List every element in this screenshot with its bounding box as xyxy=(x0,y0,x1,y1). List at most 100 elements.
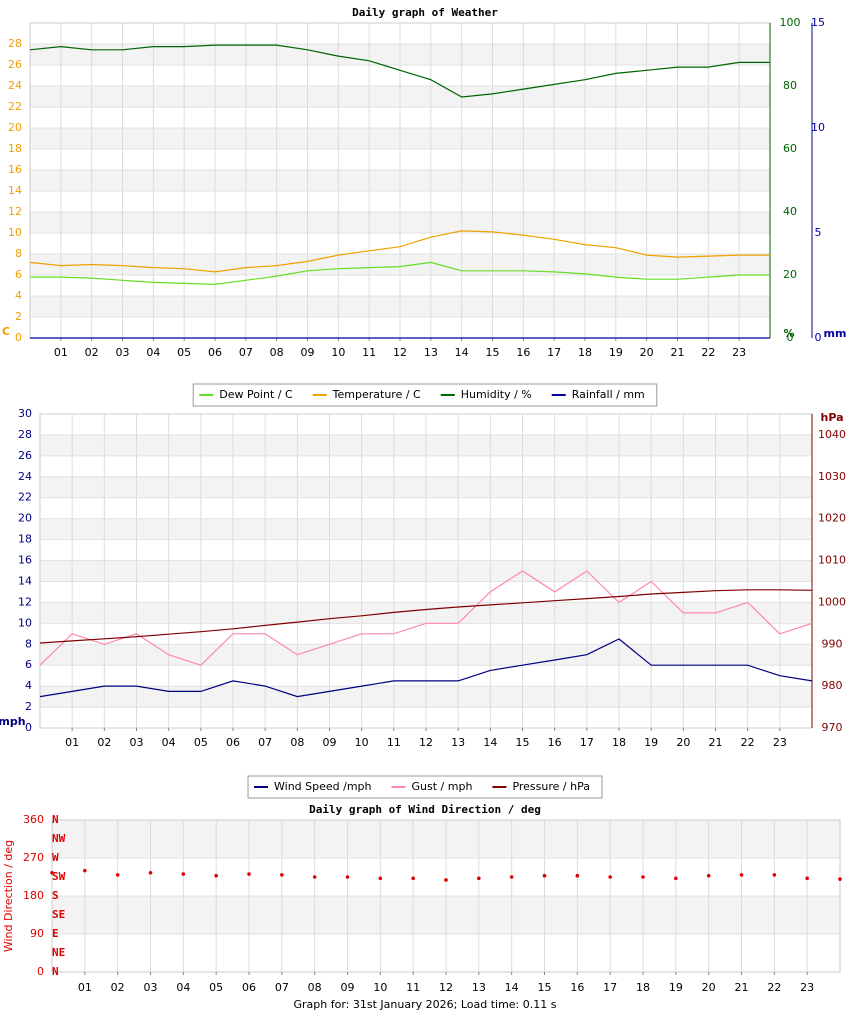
compass-label: E xyxy=(52,927,59,940)
point xyxy=(608,875,612,879)
legend-label: Temperature / C xyxy=(332,388,421,401)
legend-label: Pressure / hPa xyxy=(512,780,590,793)
point xyxy=(706,873,711,878)
x-tick-label: 10 xyxy=(355,736,369,749)
y-tick-label: 14 xyxy=(18,574,32,587)
x-tick-label: 01 xyxy=(54,346,68,359)
x-tick-label: 20 xyxy=(676,736,690,749)
x-tick-label: 11 xyxy=(406,981,420,994)
y3-unit: mm xyxy=(824,327,847,340)
x-tick-label: 02 xyxy=(85,346,99,359)
point xyxy=(739,873,744,877)
y-tick-label: 4 xyxy=(25,679,32,692)
point xyxy=(181,872,186,876)
point xyxy=(214,873,218,878)
x-tick-label: 14 xyxy=(483,736,497,749)
y3-tick-label: 10 xyxy=(811,121,825,134)
x-tick-label: 13 xyxy=(424,346,438,359)
x-tick-label: 18 xyxy=(578,346,592,359)
legend-box xyxy=(192,383,658,407)
x-tick-label: 01 xyxy=(78,981,92,994)
y-tick-label: 20 xyxy=(8,121,22,134)
y2-tick-label: 0 xyxy=(787,331,794,344)
chart-title: Daily graph of Weather xyxy=(352,6,498,19)
x-tick-label: 21 xyxy=(735,981,749,994)
x-tick-label: 02 xyxy=(111,981,125,994)
y-tick-label: 0 xyxy=(37,965,44,978)
x-tick-label: 07 xyxy=(275,981,289,994)
x-tick-label: 20 xyxy=(640,346,654,359)
legend-label: Gust / mph xyxy=(412,780,473,793)
x-tick-label: 17 xyxy=(580,736,594,749)
y-tick-label: 24 xyxy=(8,79,22,92)
series-line xyxy=(30,261,770,286)
y-tick-label: 10 xyxy=(8,226,22,239)
y2-tick-label: 40 xyxy=(783,205,797,218)
x-tick-label: 03 xyxy=(144,981,158,994)
y-axis-label: Wind Direction / deg xyxy=(2,840,15,952)
footer: Graph for: 31st January 2026; Load time:… xyxy=(294,998,557,1011)
y-tick-label: 270 xyxy=(23,851,44,864)
y-tick-label: 180 xyxy=(23,889,44,902)
y-tick-label: 28 xyxy=(18,428,32,441)
x-tick-label: 08 xyxy=(270,346,284,359)
x-tick-label: 23 xyxy=(800,981,814,994)
y-tick-label: 4 xyxy=(15,289,22,302)
x-tick-label: 22 xyxy=(767,981,781,994)
compass-label: W xyxy=(52,851,59,864)
y-tick-label: 0 xyxy=(25,721,32,734)
x-tick-label: 10 xyxy=(331,346,345,359)
x-tick-label: 04 xyxy=(146,346,160,359)
y-tick-label: 26 xyxy=(8,58,22,71)
y-tick-label: 16 xyxy=(18,554,32,567)
legend-box xyxy=(247,775,603,799)
series-line xyxy=(29,44,770,98)
x-tick-label: 08 xyxy=(290,736,304,749)
y-tick-label: 16 xyxy=(8,163,22,176)
x-tick-label: 03 xyxy=(116,346,130,359)
y-tick-label: 22 xyxy=(18,491,32,504)
point xyxy=(345,875,350,879)
point xyxy=(575,873,580,878)
x-tick-label: 01 xyxy=(65,736,79,749)
y-tick-label: 28 xyxy=(8,37,22,50)
x-tick-label: 06 xyxy=(208,346,222,359)
x-tick-label: 05 xyxy=(177,346,191,359)
y2-tick-label: 1020 xyxy=(818,512,846,525)
y2-tick-label: 990 xyxy=(822,637,843,650)
x-tick-label: 02 xyxy=(97,736,111,749)
point xyxy=(838,877,842,881)
x-tick-label: 23 xyxy=(732,346,746,359)
x-tick-label: 15 xyxy=(538,981,552,994)
x-tick-label: 17 xyxy=(603,981,617,994)
x-tick-label: 05 xyxy=(194,736,208,749)
y-tick-label: 18 xyxy=(18,533,32,546)
x-tick-label: 23 xyxy=(773,736,787,749)
x-tick-label: 06 xyxy=(226,736,240,749)
y-tick-label: 12 xyxy=(8,205,22,218)
compass-label: S xyxy=(52,889,59,902)
chart-title: Daily graph of Wind Direction / deg xyxy=(309,803,541,816)
x-tick-label: 14 xyxy=(505,981,519,994)
x-tick-label: 03 xyxy=(130,736,144,749)
point xyxy=(641,875,645,879)
y2-tick-label: 980 xyxy=(822,679,843,692)
y2-tick-label: 20 xyxy=(783,268,797,281)
y2-tick-label: 1030 xyxy=(818,470,846,483)
point xyxy=(378,876,383,881)
y-tick-label: 8 xyxy=(25,637,32,650)
series-line xyxy=(39,638,813,698)
compass-label: SE xyxy=(52,908,65,921)
y2-tick-label: 80 xyxy=(783,79,797,92)
x-tick-label: 11 xyxy=(362,346,376,359)
point xyxy=(477,876,481,881)
point xyxy=(411,876,415,881)
x-tick-label: 22 xyxy=(701,346,715,359)
compass-label: SW xyxy=(52,870,66,883)
y-tick-label: 2 xyxy=(15,310,22,323)
y-tick-label: 30 xyxy=(18,407,32,420)
y-tick-label: 2 xyxy=(25,700,32,713)
y3-tick-label: 15 xyxy=(811,16,825,29)
